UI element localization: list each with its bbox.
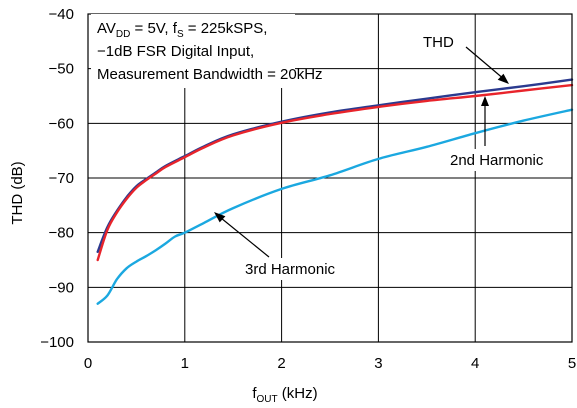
x-tick-label: 4 [471, 355, 479, 372]
x-tick-label: 2 [277, 355, 285, 372]
thd-callout-arrowhead [497, 73, 509, 84]
x-axis-title: fOUT (kHz) [252, 385, 317, 405]
y-tick-label: −80 [49, 225, 74, 242]
third-harmonic-callout-arrow [220, 217, 270, 258]
x-tick-label: 5 [568, 355, 576, 372]
y-tick-label: −60 [49, 115, 74, 132]
second-harmonic-callout: 2nd Harmonic [446, 96, 562, 171]
third-harmonic-callout-label: 3rd Harmonic [245, 261, 336, 278]
plot-area-frame [87, 13, 573, 343]
series-line-2nd-harmonic [96, 83, 574, 262]
y-axis-title: THD (dB) [9, 161, 26, 224]
y-tick-labels: −40 −50 −60 −70 −80 −90 −100 [40, 6, 74, 351]
conditions-line-3: Measurement Bandwidth = 20kHz [97, 66, 323, 83]
x-tick-label: 0 [84, 355, 92, 372]
thd-callout-label: THD [423, 34, 454, 51]
thd-callout: THD [419, 31, 509, 84]
x-tick-label: 3 [374, 355, 382, 372]
third-harmonic-callout: 3rd Harmonic [214, 212, 362, 280]
x-tick-label: 1 [181, 355, 189, 372]
series-line-3rd-harmonic [96, 108, 574, 305]
y-tick-label: −50 [49, 61, 74, 78]
y-tick-label: −90 [49, 279, 74, 296]
y-tick-label: −70 [49, 170, 74, 187]
second-harmonic-callout-arrowhead [481, 96, 489, 106]
y-tick-label: −100 [40, 334, 74, 351]
thd-callout-arrow [465, 46, 506, 81]
conditions-line-2: −1dB FSR Digital Input, [97, 43, 254, 60]
third-harmonic-callout-arrowhead [214, 212, 226, 223]
y-tick-label: −40 [49, 6, 74, 23]
series-lines [96, 78, 574, 305]
conditions-box: AVDD = 5V, fS = 225kSPS, −1dB FSR Digita… [91, 14, 323, 88]
second-harmonic-callout-label: 2nd Harmonic [450, 152, 544, 169]
x-tick-labels: 0 1 2 3 4 5 [84, 355, 576, 372]
conditions-line-1: AVDD = 5V, fS = 225kSPS, [97, 20, 267, 40]
